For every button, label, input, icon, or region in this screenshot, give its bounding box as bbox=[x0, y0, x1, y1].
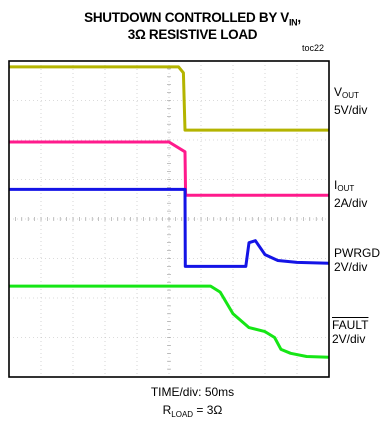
pwrgd-trace bbox=[9, 187, 330, 268]
plot-frame bbox=[8, 60, 330, 378]
pwrgd-label: PWRGD 2V/div bbox=[334, 246, 380, 274]
figure-id: toc22 bbox=[302, 43, 325, 53]
fault-label: FAULT 2V/div bbox=[332, 318, 369, 346]
vout-label: VOUT 5V/div bbox=[334, 85, 368, 117]
vout-trace bbox=[9, 65, 329, 132]
chart-title-line1: SHUTDOWN CONTROLLED BY VIN, bbox=[84, 10, 301, 28]
iout-trace bbox=[9, 140, 329, 197]
fault-trace bbox=[9, 284, 330, 359]
chart-title-line2: 3Ω RESISTIVE LOAD bbox=[127, 27, 258, 42]
rload-caption: RLOAD = 3Ω bbox=[162, 403, 223, 419]
time-per-div: TIME/div: 50ms bbox=[150, 385, 235, 399]
iout-label: IOUT 2A/div bbox=[334, 178, 368, 210]
